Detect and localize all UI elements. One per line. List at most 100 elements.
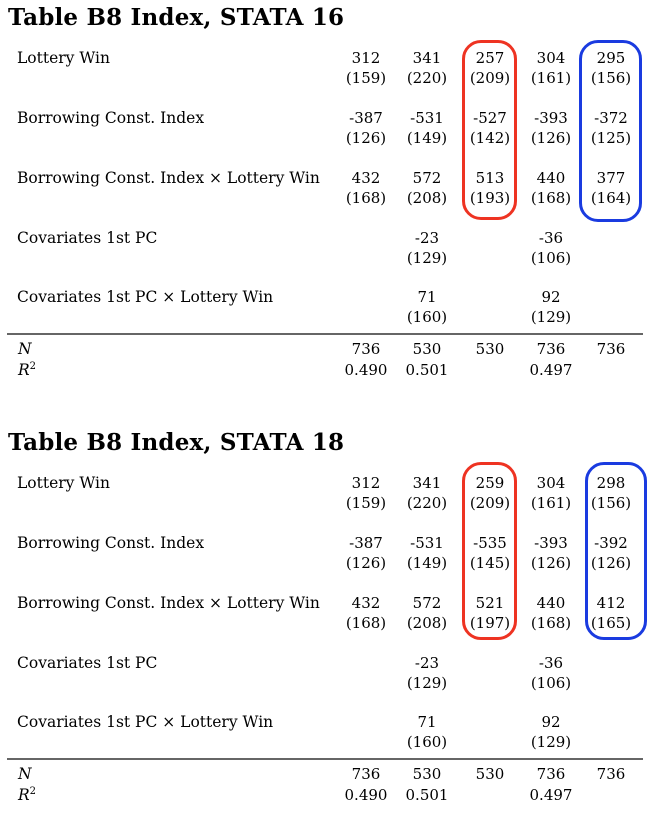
blue-highlight-box: [585, 462, 647, 640]
coefficient: 295: [596, 49, 626, 67]
standard-error: (168): [345, 614, 387, 632]
n-value: 736: [536, 340, 566, 358]
n-label: N: [18, 765, 32, 783]
row-label: Borrowing Const. Index: [17, 109, 205, 127]
regression-table: Table B8 Index, STATA 16 Lottery Win 312 (1…: [0, 0, 659, 400]
standard-error: (129): [406, 249, 448, 267]
r2-label: R2: [18, 361, 36, 379]
n-value: 736: [351, 340, 381, 358]
blue-highlight-box: [579, 40, 642, 222]
standard-error: (161): [530, 494, 572, 512]
n-value: 736: [596, 765, 626, 783]
standard-error: (160): [406, 308, 448, 326]
coefficient: 257: [475, 49, 505, 67]
coefficient: 572: [412, 594, 442, 612]
coefficient: 513: [475, 169, 505, 187]
coefficient: 71: [417, 713, 437, 731]
standard-error: (149): [406, 129, 448, 147]
coefficient: 92: [541, 713, 561, 731]
table-title: Table B8 Index, STATA 18: [8, 429, 345, 456]
coefficient: 432: [351, 169, 381, 187]
table-rule: [7, 758, 643, 760]
coefficient: -23: [414, 654, 440, 672]
r2-label: R2: [18, 786, 36, 804]
coefficient: -531: [410, 534, 444, 552]
coefficient: 259: [475, 474, 505, 492]
coefficient: 92: [541, 288, 561, 306]
coefficient: 440: [536, 594, 566, 612]
r2-value: 0.490: [344, 361, 388, 379]
coefficient: 312: [351, 49, 381, 67]
standard-error: (142): [469, 129, 511, 147]
standard-error: (209): [469, 69, 511, 87]
standard-error: (208): [406, 189, 448, 207]
coefficient: -393: [534, 109, 568, 127]
coefficient: 341: [412, 474, 442, 492]
row-label: Borrowing Const. Index: [17, 534, 205, 552]
standard-error: (220): [406, 494, 448, 512]
n-value: 530: [412, 765, 442, 783]
n-value: 530: [475, 340, 505, 358]
standard-error: (156): [590, 69, 632, 87]
coefficient: -372: [594, 109, 628, 127]
n-value: 736: [536, 765, 566, 783]
standard-error: (129): [530, 733, 572, 751]
row-label: Lottery Win: [17, 474, 110, 492]
row-label: Covariates 1st PC: [17, 229, 158, 247]
standard-error: (126): [530, 554, 572, 572]
coefficient: 341: [412, 49, 442, 67]
standard-error: (126): [590, 554, 632, 572]
standard-error: (145): [469, 554, 511, 572]
coefficient: -23: [414, 229, 440, 247]
row-label: Covariates 1st PC × Lottery Win: [17, 713, 274, 731]
coefficient: 304: [536, 474, 566, 492]
standard-error: (159): [345, 494, 387, 512]
standard-error: (106): [530, 674, 572, 692]
red-highlight-box: [462, 462, 517, 640]
r2-value: 0.501: [405, 361, 449, 379]
r2-exponent: 2: [29, 361, 37, 372]
row-label: Borrowing Const. Index × Lottery Win: [17, 169, 320, 187]
coefficient: 412: [596, 594, 626, 612]
r2-value: 0.497: [529, 361, 573, 379]
table-title: Table B8 Index, STATA 16: [8, 4, 345, 31]
standard-error: (129): [406, 674, 448, 692]
row-label: Covariates 1st PC: [17, 654, 158, 672]
coefficient: 432: [351, 594, 381, 612]
r2-value: 0.501: [405, 786, 449, 804]
r2-letter: R: [18, 786, 30, 805]
coefficient: 572: [412, 169, 442, 187]
standard-error: (161): [530, 69, 572, 87]
r2-letter: R: [18, 361, 30, 380]
standard-error: (125): [590, 129, 632, 147]
coefficient: 377: [596, 169, 626, 187]
standard-error: (149): [406, 554, 448, 572]
coefficient: -535: [473, 534, 507, 552]
coefficient: 440: [536, 169, 566, 187]
standard-error: (159): [345, 69, 387, 87]
standard-error: (156): [590, 494, 632, 512]
coefficient: -387: [349, 109, 383, 127]
n-label: N: [18, 340, 32, 358]
row-label: Covariates 1st PC × Lottery Win: [17, 288, 274, 306]
standard-error: (168): [345, 189, 387, 207]
standard-error: (208): [406, 614, 448, 632]
coefficient: -36: [538, 654, 564, 672]
r2-value: 0.497: [529, 786, 573, 804]
red-highlight-box: [462, 40, 517, 220]
standard-error: (168): [530, 614, 572, 632]
n-value: 736: [596, 340, 626, 358]
coefficient: 71: [417, 288, 437, 306]
r2-value: 0.490: [344, 786, 388, 804]
coefficient: 521: [475, 594, 505, 612]
standard-error: (220): [406, 69, 448, 87]
n-value: 530: [412, 340, 442, 358]
standard-error: (209): [469, 494, 511, 512]
standard-error: (164): [590, 189, 632, 207]
coefficient: -531: [410, 109, 444, 127]
row-label: Borrowing Const. Index × Lottery Win: [17, 594, 320, 612]
standard-error: (160): [406, 733, 448, 751]
coefficient: -387: [349, 534, 383, 552]
standard-error: (129): [530, 308, 572, 326]
standard-error: (126): [345, 129, 387, 147]
